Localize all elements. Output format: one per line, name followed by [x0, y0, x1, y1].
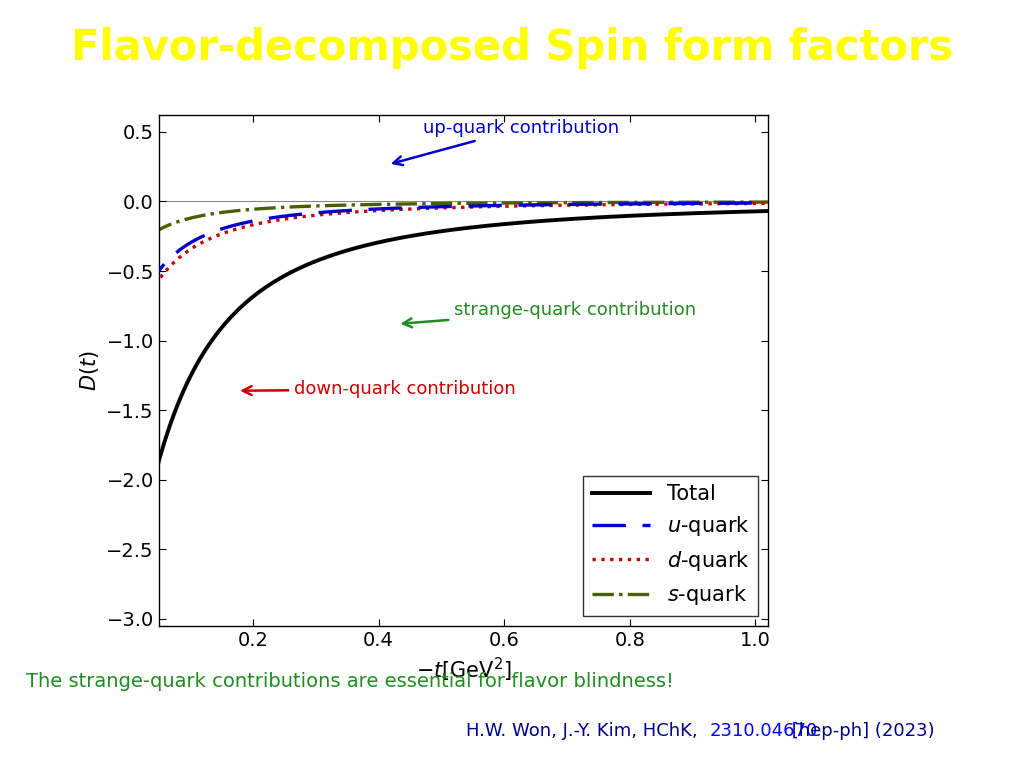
- $d$-quark: [549, 200, 561, 210]
- X-axis label: $-t[\mathrm{GeV}^2]$: $-t[\mathrm{GeV}^2]$: [416, 655, 511, 684]
- Line: $d$-quark: $d$-quark: [128, 204, 768, 349]
- Total: [236, 302, 248, 311]
- Total: [122, 617, 134, 626]
- $u$-quark: [499, 200, 511, 210]
- $u$-quark: [236, 219, 248, 228]
- Total: [499, 220, 511, 229]
- $s$-quark: [412, 199, 424, 208]
- $s$-quark: [604, 198, 616, 207]
- Total: [412, 230, 424, 240]
- $s$-quark: [499, 198, 511, 207]
- $d$-quark: [412, 204, 424, 214]
- Total: [762, 207, 774, 216]
- Text: The strange-quark contributions are essential for flavor blindness!: The strange-quark contributions are esse…: [26, 672, 674, 691]
- Line: $u$-quark: $u$-quark: [128, 203, 768, 339]
- Text: up-quark contribution: up-quark contribution: [393, 120, 618, 165]
- $u$-quark: [762, 198, 774, 207]
- $u$-quark: [122, 334, 134, 343]
- $d$-quark: [499, 202, 511, 211]
- $s$-quark: [287, 202, 299, 211]
- Total: [549, 215, 561, 224]
- $u$-quark: [287, 210, 299, 220]
- $u$-quark: [412, 203, 424, 212]
- Legend: Total, $u$-quark, $d$-quark, $s$-quark: Total, $u$-quark, $d$-quark, $s$-quark: [584, 475, 758, 615]
- $u$-quark: [604, 200, 616, 209]
- Text: [hep-ph] (2023): [hep-ph] (2023): [786, 722, 935, 740]
- $d$-quark: [604, 200, 616, 209]
- $d$-quark: [762, 199, 774, 208]
- $u$-quark: [549, 200, 561, 209]
- $d$-quark: [236, 223, 248, 232]
- $d$-quark: [122, 345, 134, 354]
- $s$-quark: [122, 254, 134, 263]
- $s$-quark: [236, 206, 248, 215]
- $s$-quark: [549, 198, 561, 207]
- Line: $s$-quark: $s$-quark: [128, 202, 768, 259]
- $d$-quark: [287, 214, 299, 223]
- Total: [287, 267, 299, 276]
- $s$-quark: [762, 197, 774, 207]
- Text: down-quark contribution: down-quark contribution: [243, 380, 515, 399]
- Text: strange-quark contribution: strange-quark contribution: [403, 301, 696, 327]
- Total: [604, 212, 616, 221]
- Line: Total: Total: [128, 211, 768, 621]
- Text: 2310.04670: 2310.04670: [710, 722, 818, 740]
- Text: H.W. Won, J.-Y. Kim, HChK,: H.W. Won, J.-Y. Kim, HChK,: [466, 722, 709, 740]
- Text: Flavor-decomposed Spin form factors: Flavor-decomposed Spin form factors: [71, 27, 953, 69]
- Y-axis label: $D(t)$: $D(t)$: [78, 350, 100, 391]
